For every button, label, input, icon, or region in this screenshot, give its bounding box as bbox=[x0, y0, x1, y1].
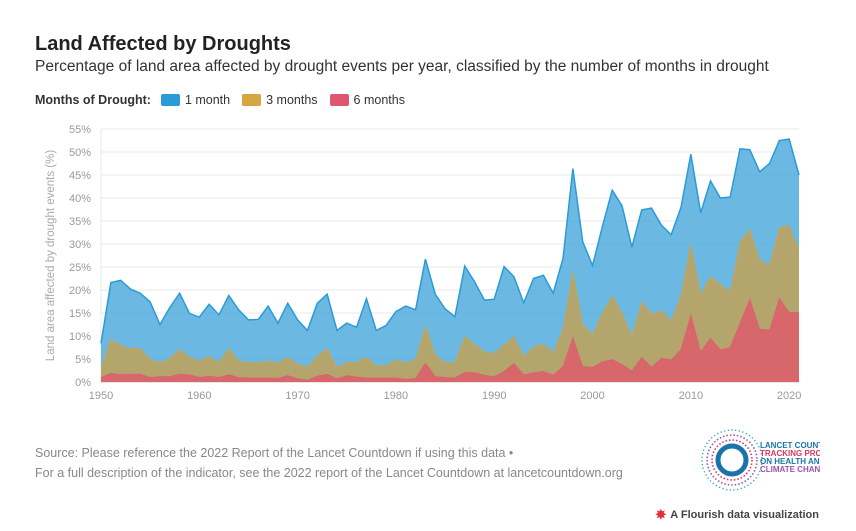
x-tick-label: 2010 bbox=[679, 390, 703, 402]
x-tick-label: 2000 bbox=[580, 390, 604, 402]
legend-label: 3 months bbox=[266, 93, 318, 107]
y-tick-label: 40% bbox=[69, 193, 91, 205]
y-tick-label: 15% bbox=[69, 308, 91, 320]
series-line-1-month bbox=[100, 138, 800, 344]
source-line-2: For a full description of the indicator,… bbox=[35, 466, 623, 480]
chart-subtitle: Percentage of land area affected by drou… bbox=[35, 58, 769, 75]
svg-text:LANCET COUNTDOWN:: LANCET COUNTDOWN: bbox=[760, 441, 820, 450]
series-line-3-months bbox=[100, 225, 800, 369]
x-tick-label: 1960 bbox=[187, 390, 211, 402]
y-tick-label: 10% bbox=[69, 331, 91, 343]
legend-label: 1 month bbox=[184, 93, 231, 107]
series-area-3-months bbox=[101, 225, 799, 382]
y-tick-label: 0% bbox=[75, 377, 91, 389]
x-tick-label: 1980 bbox=[384, 390, 408, 402]
svg-text:TRACKING PROGRESS: TRACKING PROGRESS bbox=[760, 449, 820, 458]
area-chart: 0% 5% 10% 15% 20% 25% 30% 35% 40% 45% 50% 55% 1950 19… bbox=[45, 124, 801, 402]
legend-item-1-month[interactable]: 1 month bbox=[160, 93, 231, 107]
legend-item-3-months[interactable]: 3 months bbox=[242, 93, 318, 107]
legend-swatch bbox=[242, 94, 262, 106]
legend: Months of Drought: 1 month 3 months 6 mo… bbox=[35, 93, 411, 107]
y-tick-label: 45% bbox=[69, 170, 91, 182]
svg-text:CLIMATE CHANGE: CLIMATE CHANGE bbox=[760, 465, 820, 474]
y-tick-label: 55% bbox=[69, 124, 91, 136]
legend-swatch bbox=[160, 94, 180, 106]
y-tick-label: 30% bbox=[69, 239, 91, 251]
svg-text:ON HEALTH AND: ON HEALTH AND bbox=[760, 457, 820, 466]
legend-item-6-months[interactable]: 6 months bbox=[329, 93, 405, 107]
y-tick-label: 20% bbox=[69, 285, 91, 297]
legend-title: Months of Drought: bbox=[35, 93, 151, 107]
source-note: Source: Please reference the 2022 Report… bbox=[35, 443, 623, 483]
flourish-label: A Flourish data visualization bbox=[670, 509, 819, 521]
x-tick-label: 1950 bbox=[89, 390, 113, 402]
x-tick-label: 1970 bbox=[285, 390, 309, 402]
y-axis-label: Land area affected by drought events (%) bbox=[45, 150, 57, 362]
x-tick-label: 2020 bbox=[777, 390, 801, 402]
series-area-6-months bbox=[101, 298, 799, 382]
y-tick-label: 50% bbox=[69, 147, 91, 159]
chart-title: Land Affected by Droughts bbox=[35, 33, 291, 55]
legend-label: 6 months bbox=[353, 93, 405, 107]
x-tick-label: 1990 bbox=[482, 390, 506, 402]
y-tick-label: 35% bbox=[69, 216, 91, 228]
y-tick-label: 25% bbox=[69, 262, 91, 274]
flourish-credit[interactable]: ✸ A Flourish data visualization bbox=[655, 507, 819, 523]
y-tick-label: 5% bbox=[75, 354, 91, 366]
source-line-1: Source: Please reference the 2022 Report… bbox=[35, 446, 514, 460]
series-line-6-months bbox=[100, 297, 799, 381]
legend-swatch bbox=[329, 94, 349, 106]
flourish-star-icon: ✸ bbox=[655, 507, 667, 522]
lancet-countdown-logo: LANCET COUNTDOWN: TRACKING PROGRESS ON H… bbox=[701, 429, 820, 491]
